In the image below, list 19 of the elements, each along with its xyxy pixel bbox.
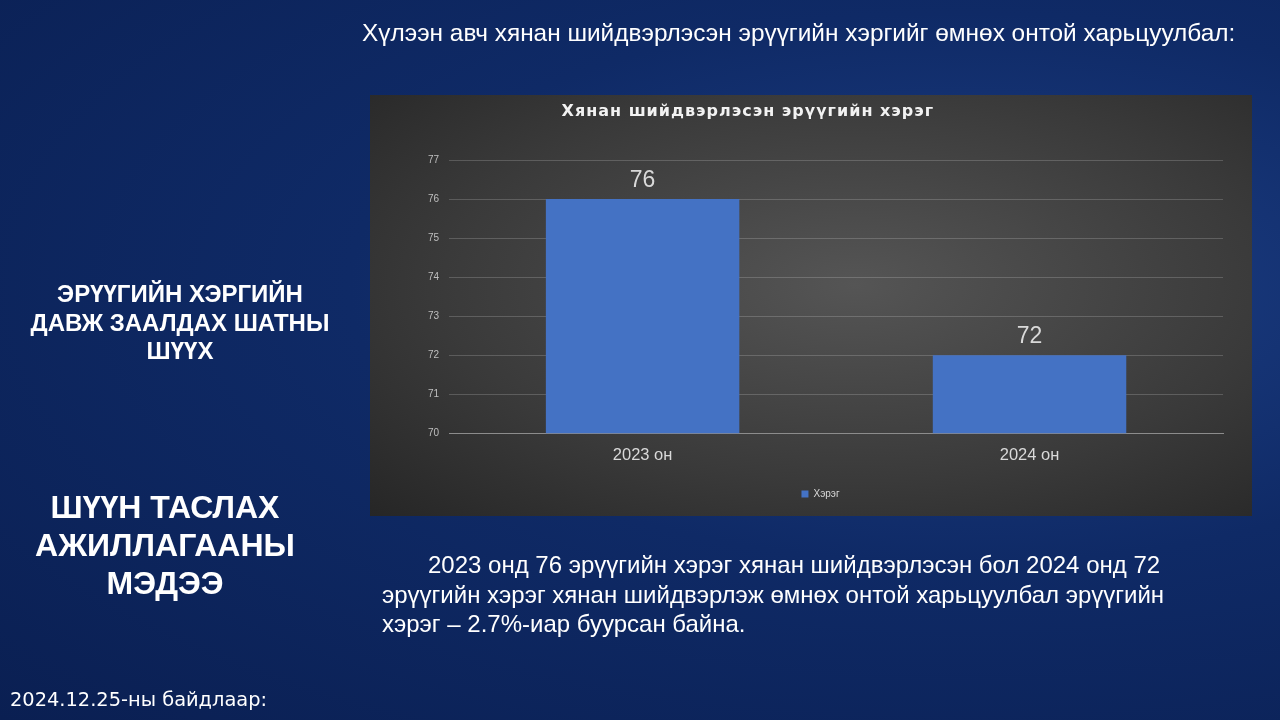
y-tick-label: 73 — [428, 309, 440, 321]
chart-title: Хянан шийдвэрлэсэн эрүүгийн хэрэг — [561, 101, 935, 121]
text: 2023 онд 76 эрүүгийн хэрэг хянан шийдвэрлэсэн бол 2024 онд 72 эрүүгийн хэрэг хянан шийдвэрлэж өмнөх онтой харьцуулбал эрүүгийн хэрэг – 2.7%-иар буурсан байна. — [382, 550, 1166, 639]
text: ЭРҮҮГИЙН ХЭРГИЙН ДАВЖ ЗААЛДАХ ШАТНЫ ШҮҮХ — [29, 280, 331, 366]
data-label: 72 — [1016, 321, 1043, 348]
y-tick-label: 71 — [428, 387, 440, 399]
y-tick-label: 70 — [428, 426, 440, 438]
x-tick-label: 2023 он — [612, 444, 673, 463]
y-tick-label: 77 — [428, 153, 440, 165]
text: Хүлээн авч хянан шийдвэрлэсэн эрүүгийн хэргийг өмнөх онтой харьцуулбал: — [362, 19, 1236, 47]
text: ШҮҮН ТАСЛАХ АЖИЛЛАГААНЫ МЭДЭЭ — [34, 488, 296, 602]
data-label: 76 — [629, 165, 656, 192]
y-tick-label: 76 — [428, 192, 440, 204]
text: 2024.12.25-ны байдлаар: — [10, 688, 268, 711]
y-tick-label: 75 — [428, 231, 440, 243]
y-tick-label: 72 — [428, 348, 440, 360]
x-tick-label: 2024 он — [999, 444, 1060, 463]
y-tick-label: 74 — [428, 270, 440, 282]
legend-label: Хэрэг — [813, 487, 840, 499]
